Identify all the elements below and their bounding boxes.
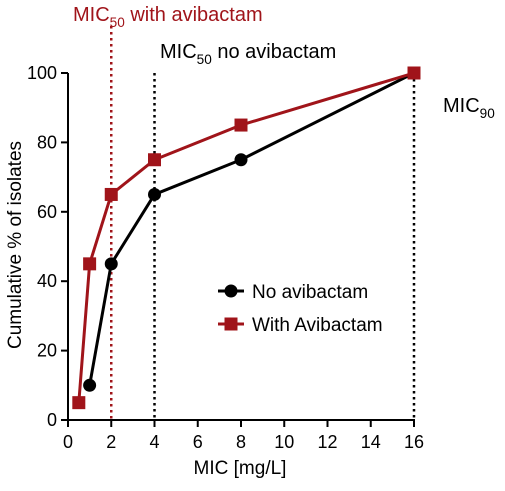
y-tick-label-60: 60 (37, 202, 57, 222)
y-tick-label-20: 20 (37, 341, 57, 361)
x-tick-label-16: 16 (404, 432, 424, 452)
axes: 0 2 4 6 8 10 12 14 16 0 20 40 60 80 100 (27, 63, 424, 452)
data-point-with-avibactam (104, 187, 118, 201)
annotation-mic50-no-avibactam: MIC50 no avibactam (160, 41, 336, 67)
legend-label-no-avibactam: No avibactam (252, 282, 368, 303)
data-point-no-avibactam (148, 187, 161, 201)
series-group (72, 66, 421, 410)
legend: No avibactam With Avibactam (218, 282, 383, 336)
x-tick-label-14: 14 (361, 432, 381, 452)
x-tick-label-0: 0 (63, 432, 73, 452)
legend-marker-with-avibactam (224, 317, 238, 331)
y-tick-label-40: 40 (37, 271, 57, 291)
x-tick-label-10: 10 (274, 432, 294, 452)
series-no-avibactam (83, 66, 421, 392)
data-point-with-avibactam (72, 396, 86, 410)
x-tick-label-4: 4 (149, 432, 159, 452)
y-tick-label-100: 100 (27, 63, 57, 83)
y-tick-label-0: 0 (47, 410, 57, 430)
series-with-avibactam (72, 66, 421, 410)
x-tick-label-6: 6 (193, 432, 203, 452)
data-point-no-avibactam (83, 378, 97, 392)
reference-lines (110, 26, 416, 420)
y-axis-label: Cumulative % of isolates (5, 141, 26, 349)
legend-marker-no-avibactam (224, 284, 238, 298)
x-axis-label: MIC [mg/L] (194, 458, 287, 479)
x-tick-label-8: 8 (236, 432, 246, 452)
x-tick-label-2: 2 (106, 432, 116, 452)
x-tick-label-12: 12 (317, 432, 337, 452)
annotation-mic90: MIC90 (443, 95, 495, 121)
legend-label-with-avibactam: With Avibactam (252, 315, 383, 336)
data-point-with-avibactam (407, 66, 421, 80)
series-line-with-avibactam (77, 71, 415, 403)
annotation-mic50-with-avibactam: MIC50 with avibactam (73, 4, 263, 30)
annotations: MIC50 with avibactam MIC50 no avibactam MI… (73, 4, 495, 121)
data-point-with-avibactam (148, 153, 161, 167)
data-point-with-avibactam (83, 257, 97, 271)
series-line-no-avibactam (88, 71, 415, 386)
data-point-no-avibactam (104, 257, 118, 271)
data-point-with-avibactam (234, 118, 248, 132)
data-point-no-avibactam (234, 153, 248, 167)
y-tick-label-80: 80 (37, 132, 57, 152)
